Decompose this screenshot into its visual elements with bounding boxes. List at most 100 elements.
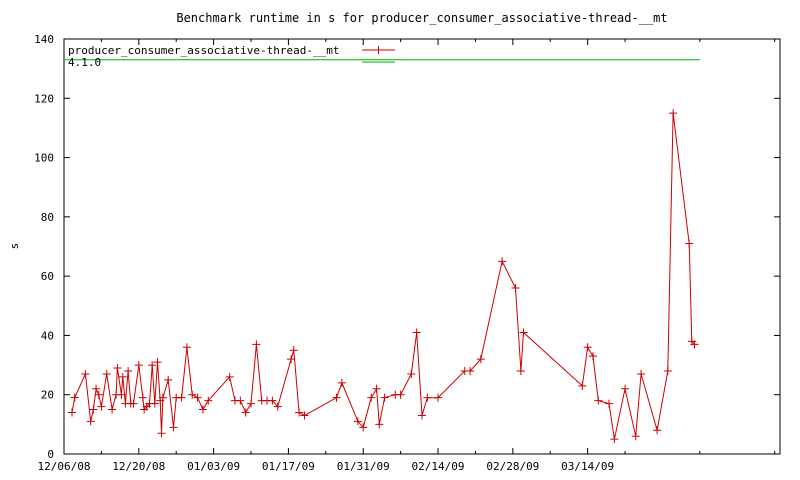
data-point-marker (669, 109, 678, 118)
data-point-marker (268, 396, 277, 405)
data-point-marker (412, 328, 421, 337)
data-point-marker (519, 328, 528, 337)
data-point-marker (182, 343, 191, 352)
data-point-marker (188, 390, 197, 399)
data-point-marker (252, 340, 261, 349)
data-point-marker (498, 257, 507, 266)
data-point-marker (94, 390, 103, 399)
y-tick-label: 40 (41, 329, 54, 342)
data-point-marker (359, 423, 368, 432)
data-point-marker (193, 393, 202, 402)
data-point-marker (423, 393, 432, 402)
data-point-marker (407, 369, 416, 378)
data-point-marker (295, 408, 304, 417)
data-point-marker (148, 361, 157, 370)
data-point-marker (70, 393, 79, 402)
x-tick-label: 12/20/08 (112, 460, 165, 473)
data-point-marker (511, 284, 520, 292)
data-point-marker (117, 390, 126, 399)
data-point-marker (177, 393, 186, 402)
data-point-marker (685, 239, 694, 248)
data-point-marker (594, 396, 603, 405)
data-point-marker (129, 399, 138, 408)
data-point-marker (113, 364, 122, 373)
x-tick-label: 01/31/09 (337, 460, 390, 473)
data-point-marker (225, 372, 234, 381)
data-point-marker (653, 426, 662, 435)
data-point-marker (516, 367, 525, 375)
data-point-marker (287, 355, 296, 364)
data-point-marker (610, 435, 619, 444)
data-point-marker (605, 399, 614, 408)
data-point-marker (367, 393, 376, 402)
series-group (64, 59, 700, 444)
data-point-marker (158, 393, 167, 402)
data-point-marker (247, 399, 256, 408)
x-tick-label: 02/28/09 (486, 460, 539, 473)
data-point-marker (89, 405, 98, 414)
data-point-marker (621, 384, 630, 393)
legend-label: producer_consumer_associative-thread-__m… (68, 44, 340, 57)
data-point-marker (198, 405, 207, 414)
data-point-marker (97, 402, 106, 411)
data-point-marker (169, 423, 178, 432)
data-point-marker (68, 408, 77, 417)
legend-label: 4.1.0 (68, 56, 101, 69)
y-tick-label: 140 (34, 33, 54, 46)
plot-frame (63, 38, 781, 455)
y-tick-label: 100 (34, 152, 54, 165)
chart-title: Benchmark runtime in s for producer_cons… (176, 11, 667, 25)
data-point-marker (92, 384, 101, 393)
data-point-marker (118, 372, 127, 381)
data-point-marker (138, 393, 147, 402)
y-tick-label: 0 (47, 448, 54, 461)
data-point-marker (289, 346, 298, 355)
data-point-marker (396, 390, 405, 399)
data-point-marker (476, 355, 485, 364)
x-tick-label: 12/06/08 (38, 460, 91, 473)
data-point-marker (273, 402, 282, 411)
data-point-marker (637, 369, 646, 378)
data-point-marker (578, 381, 587, 390)
data-point-marker (102, 369, 111, 378)
data-point-marker (372, 384, 381, 393)
x-tick-label: 01/03/09 (187, 460, 240, 473)
data-point-marker (153, 358, 162, 367)
data-point-marker (380, 393, 389, 402)
data-point-marker (583, 343, 592, 352)
data-point-marker (631, 432, 640, 441)
x-tick-label: 02/14/09 (412, 460, 465, 473)
legend-marker (374, 46, 383, 54)
data-point-marker (588, 352, 597, 361)
y-axis-label: s (8, 243, 21, 250)
data-point-marker (466, 367, 475, 375)
y-tick-label: 20 (41, 389, 54, 402)
y-axis-ticks: 0 20 40 60 80 100 120 140 (34, 33, 780, 461)
data-point-marker (690, 340, 699, 349)
data-point-marker (204, 396, 213, 405)
data-point-marker (353, 417, 362, 426)
runtime-series-line (71, 113, 695, 440)
data-point-marker (108, 405, 117, 414)
data-point-marker (124, 367, 133, 375)
data-point-marker (164, 375, 173, 384)
x-tick-label: 01/17/09 (262, 460, 315, 473)
data-point-marker (134, 361, 143, 370)
data-point-marker (86, 417, 95, 426)
data-point-marker (150, 399, 159, 408)
data-point-marker (236, 396, 245, 405)
data-point-marker (81, 369, 90, 378)
data-point-marker (157, 429, 166, 438)
legend: producer_consumer_associative-thread-__m… (68, 44, 395, 69)
y-tick-label: 120 (34, 92, 54, 105)
data-point-marker (375, 420, 384, 429)
x-tick-label: 03/14/09 (561, 460, 614, 473)
data-point-marker (434, 393, 443, 402)
data-point-marker (300, 411, 309, 420)
data-point-marker (332, 393, 341, 402)
x-axis-ticks: 12/06/08 12/20/08 01/03/09 01/17/09 01/31/09… (38, 39, 776, 473)
data-point-marker (418, 411, 426, 420)
data-point-marker (337, 378, 346, 387)
data-point-marker (663, 367, 672, 375)
